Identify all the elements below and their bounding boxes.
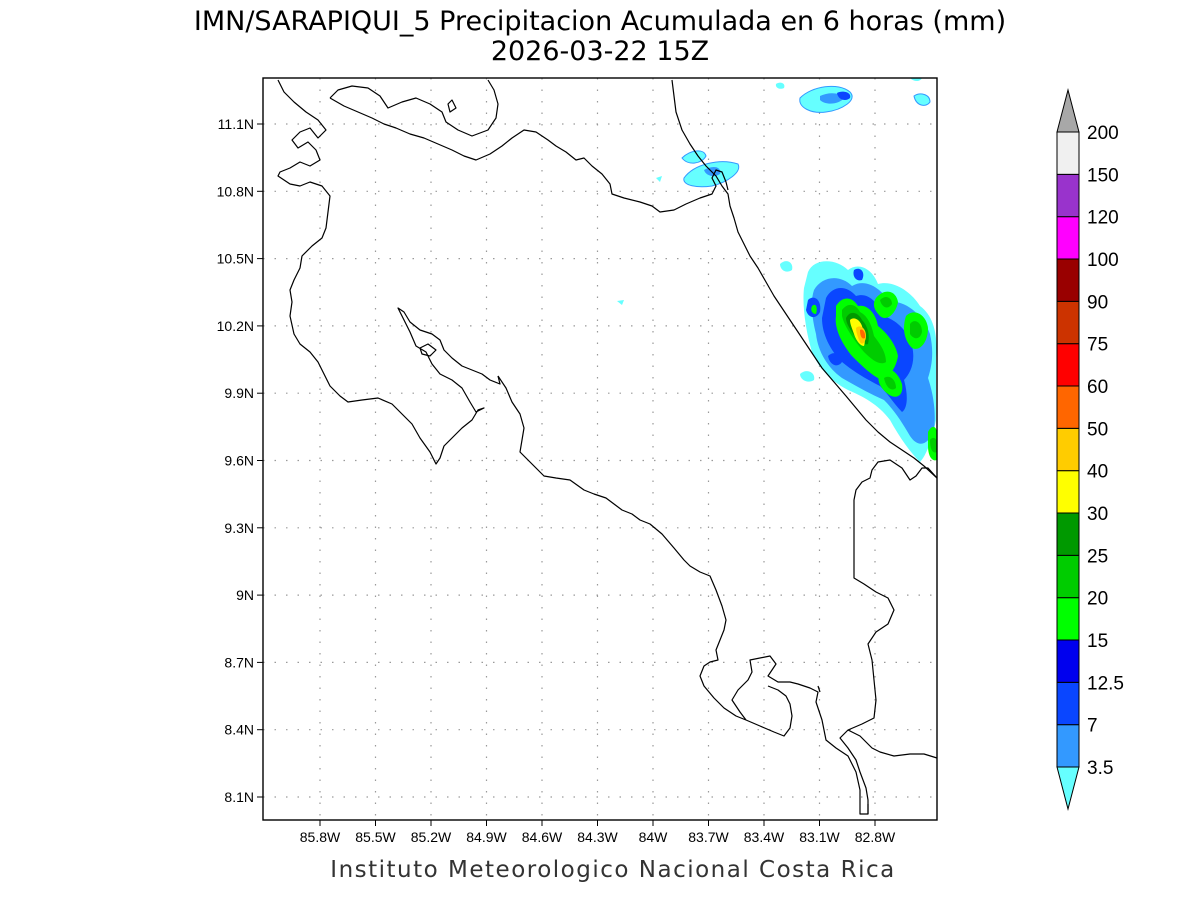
latitude-axis: 11.1N 10.8N 10.5N 10.2N 9.9N 9.6N 9.3N 9N 8.7N 8.…	[217, 116, 263, 805]
institution-credit: Instituto Meteorologico Nacional Costa R…	[330, 857, 895, 883]
colorbar-level-label: 60	[1087, 377, 1108, 398]
colorbar-swatch	[1056, 427, 1080, 472]
y-tick-label: 8.7N	[224, 654, 254, 670]
osa-peninsula	[731, 459, 938, 815]
colorbar-upper-triangle	[1056, 88, 1080, 133]
precipitation-field	[617, 78, 937, 462]
x-tick-label: 82.8W	[855, 829, 896, 845]
colorbar-swatch	[1056, 131, 1080, 175]
map-frame	[262, 77, 938, 821]
colorbar-level-label: 40	[1087, 462, 1108, 483]
colorbar-swatch	[1056, 554, 1080, 599]
coastline-outlines	[277, 79, 938, 815]
colorbar-swatch	[1056, 258, 1080, 302]
nicaragua-lake-shore	[277, 79, 501, 465]
colorbar-swatch	[1056, 681, 1080, 726]
caribbean-coast	[671, 79, 938, 479]
pacific-coast	[497, 375, 747, 721]
map-subtitle-datetime: 2026-03-22 15Z	[491, 36, 709, 67]
colorbar-swatch	[1056, 385, 1080, 429]
y-tick-label: 9.9N	[224, 385, 254, 401]
colorbar-swatch	[1056, 470, 1080, 514]
colorbar-level-label: 90	[1087, 292, 1108, 313]
x-tick-label: 85.8W	[300, 829, 341, 845]
panama-border	[817, 685, 821, 693]
map-background	[263, 78, 937, 820]
nicaragua-border	[329, 97, 729, 213]
colorbar-level-label: 150	[1087, 165, 1119, 186]
ometepe-island	[447, 99, 457, 113]
colorbar-swatch	[1056, 512, 1080, 556]
colorbar-swatch	[1056, 173, 1080, 218]
x-tick-label: 83.1W	[799, 829, 840, 845]
lake-nicaragua-shore	[329, 79, 499, 137]
y-tick-label: 9N	[236, 587, 254, 603]
x-tick-label: 84W	[639, 829, 669, 845]
colorbar-level-label: 120	[1087, 208, 1119, 229]
longitude-axis: 85.8W 85.5W 85.2W 84.9W 84.6W 84.3W 84W 83.7W 83…	[300, 820, 896, 845]
y-tick-label: 9.3N	[224, 520, 254, 536]
panama-coast	[847, 729, 938, 759]
y-tick-label: 10.2N	[217, 318, 254, 334]
colorbar-level-label: 12.5	[1087, 673, 1124, 694]
colorbar-level-label: 3.5	[1087, 758, 1113, 779]
colorbar-swatch	[1056, 597, 1080, 641]
x-tick-label: 83.4W	[744, 829, 785, 845]
colorbar-level-label: 30	[1087, 504, 1108, 525]
y-tick-label: 8.1N	[224, 789, 254, 805]
x-tick-label: 85.2W	[411, 829, 452, 845]
x-tick-label: 83.7W	[688, 829, 729, 845]
colorbar-level-label: 7	[1087, 716, 1098, 737]
colorbar-swatch	[1056, 216, 1080, 260]
colorbar-level-label: 200	[1087, 123, 1119, 144]
golfo-dulce	[745, 685, 793, 737]
colorbar-level-label: 20	[1087, 589, 1108, 610]
colorbar-level-label: 75	[1087, 335, 1108, 356]
y-tick-label: 10.8N	[217, 183, 254, 199]
x-tick-label: 85.5W	[355, 829, 396, 845]
y-tick-label: 10.5N	[217, 251, 254, 267]
x-tick-label: 84.9W	[466, 829, 507, 845]
y-tick-label: 8.4N	[224, 722, 254, 738]
y-tick-label: 11.1N	[218, 116, 254, 132]
chira-island	[419, 343, 437, 357]
x-tick-label: 84.6W	[522, 829, 563, 845]
precipitation-colorbar-legend: 3.5 7 12.5 15 20 25 30 40 50 60 75 90 100 120 150 200	[1056, 88, 1124, 811]
colorbar-swatch	[1056, 724, 1080, 768]
colorbar-level-label: 15	[1087, 631, 1108, 652]
colorbar-swatch	[1056, 639, 1080, 683]
map-title: IMN/SARAPIQUI_5 Precipitacion Acumulada …	[194, 6, 1006, 37]
colorbar-lower-triangle	[1056, 766, 1080, 811]
map-plot-area: 85.8W 85.5W 85.2W 84.9W 84.6W 84.3W 84W 83.7W 83…	[217, 77, 938, 845]
colorbar-swatch	[1056, 343, 1080, 387]
y-tick-label: 9.6N	[224, 453, 254, 469]
x-tick-label: 84.3W	[577, 829, 618, 845]
colorbar-level-label: 100	[1087, 250, 1119, 271]
colorbar-level-label: 50	[1087, 419, 1108, 440]
precip-cells-north	[617, 78, 931, 305]
colorbar-swatch	[1056, 300, 1080, 345]
precip-band-caribbean	[780, 261, 937, 462]
colorbar-level-label: 25	[1087, 546, 1108, 567]
